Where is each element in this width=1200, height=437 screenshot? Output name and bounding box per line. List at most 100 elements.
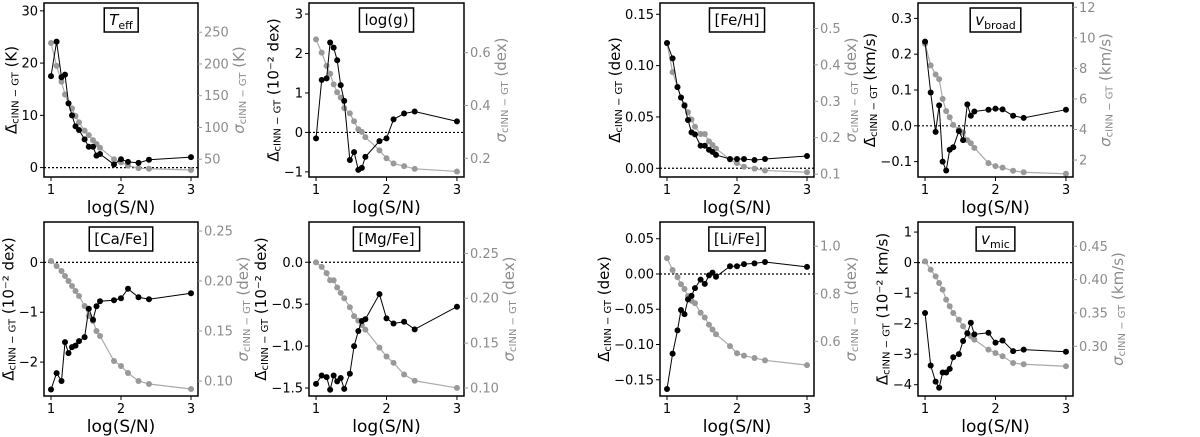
bias-point (135, 159, 142, 166)
x-axis-label: log(S/N) (352, 198, 420, 218)
sigma-point (390, 160, 397, 167)
sigma-point (762, 357, 768, 364)
label-symbol: Δ̄ (2, 123, 20, 134)
bias-point (943, 167, 950, 174)
sigma-point (762, 167, 768, 174)
y-left-tick-label: 0.15 (625, 8, 654, 23)
bias-point (674, 327, 681, 334)
title-main: v (975, 11, 985, 29)
label-subscript: cINN − GT (500, 80, 511, 133)
sigma-point (932, 273, 939, 280)
bias-point (762, 156, 768, 163)
sigma-point (927, 62, 934, 69)
label-subscript: cINN − GT (1105, 85, 1116, 138)
y-left-tick-label: 0.0 (891, 119, 912, 134)
x-tick-label: 1 (312, 183, 320, 198)
sigma-point (697, 309, 704, 316)
sigma-point (985, 160, 992, 167)
bias-point (146, 296, 152, 303)
sigma-point (706, 321, 712, 328)
label-symbol: Δ̄ (594, 351, 612, 362)
x-tick-label: 3 (453, 183, 461, 198)
sigma-point (58, 78, 65, 85)
label-symbol: σ (500, 352, 518, 362)
sigma-point (936, 279, 943, 286)
sigma-point (111, 358, 117, 364)
title-subscript: mic (990, 238, 1010, 251)
y-right-tick-label: 0.4 (820, 58, 841, 73)
bias-point (346, 370, 353, 377)
y-left-tick-label: 30 (21, 4, 38, 19)
x-tick-label: 3 (453, 402, 461, 417)
bias-point (697, 142, 704, 149)
bias-point (992, 105, 999, 112)
sigma-point (741, 163, 747, 170)
bias-point (669, 350, 676, 357)
y-left-axis-label: Δ̄cINN − GT (dex) (605, 37, 625, 143)
bias-point (1020, 346, 1027, 353)
label-unit: (10⁻² km/s) (873, 233, 891, 323)
bias-point (734, 156, 740, 163)
bias-point (985, 329, 992, 336)
y-left-tick-label: −0.5 (271, 298, 303, 313)
sigma-point (76, 119, 82, 126)
x-tick-label: 2 (991, 402, 999, 417)
bias-point (362, 153, 369, 160)
y-left-tick-label: 0.10 (625, 59, 654, 74)
bias-point (90, 143, 96, 150)
sigma-point (751, 165, 758, 172)
label-unit: (dex) (234, 256, 252, 300)
y-right-tick-label: 0.20 (204, 275, 233, 290)
bias-series-line (666, 261, 808, 390)
sigma-point (376, 147, 383, 154)
bias-point (53, 38, 60, 45)
sigma-point (971, 336, 978, 343)
x-tick-label: 3 (803, 402, 811, 417)
bias-point (927, 362, 934, 369)
y-left-tick-label: 0 (904, 256, 912, 271)
bias-point (971, 331, 978, 338)
y-right-tick-label: 200 (204, 57, 229, 72)
sigma-point (330, 277, 337, 284)
y-left-tick-label: −1 (284, 165, 303, 180)
sigma-point (1020, 169, 1027, 176)
y-right-tick-label: 0.4 (470, 99, 491, 114)
bias-point (97, 151, 103, 158)
bias-point (685, 117, 691, 124)
label-unit: (dex) (594, 256, 612, 300)
sigma-point (669, 69, 676, 76)
bias-point (411, 108, 418, 115)
sigma-point (330, 81, 337, 88)
sigma-point (664, 255, 670, 262)
label-symbol: Δ̄ (861, 136, 879, 147)
bias-point (1062, 348, 1069, 355)
bias-point (65, 100, 72, 107)
sigma-series-line (666, 42, 808, 173)
bias-point (90, 316, 96, 323)
bias-point (697, 276, 704, 283)
label-unit: (km/s) (861, 33, 879, 86)
bias-point (669, 55, 676, 62)
sigma-point (932, 71, 939, 78)
bias-point (955, 128, 962, 135)
sigma-point (318, 263, 325, 270)
sigma-point (53, 263, 60, 269)
sigma-point (692, 123, 698, 130)
x-axis-label: log(S/N) (87, 198, 155, 218)
label-unit: (K) (229, 46, 247, 72)
bias-point (1010, 112, 1017, 119)
bias-point (318, 76, 325, 83)
bias-point (81, 136, 88, 143)
y-right-tick-label: 0.2 (470, 152, 491, 167)
bias-point (967, 112, 974, 119)
sigma-point (734, 350, 740, 357)
bias-point (76, 126, 82, 133)
sigma-point (943, 296, 950, 303)
sigma-point (992, 163, 999, 170)
y-left-tick-label: −2 (893, 317, 912, 332)
sigma-point (383, 353, 390, 360)
bias-point (383, 315, 390, 322)
label-unit: (dex) (841, 37, 859, 81)
bias-point (713, 151, 719, 158)
